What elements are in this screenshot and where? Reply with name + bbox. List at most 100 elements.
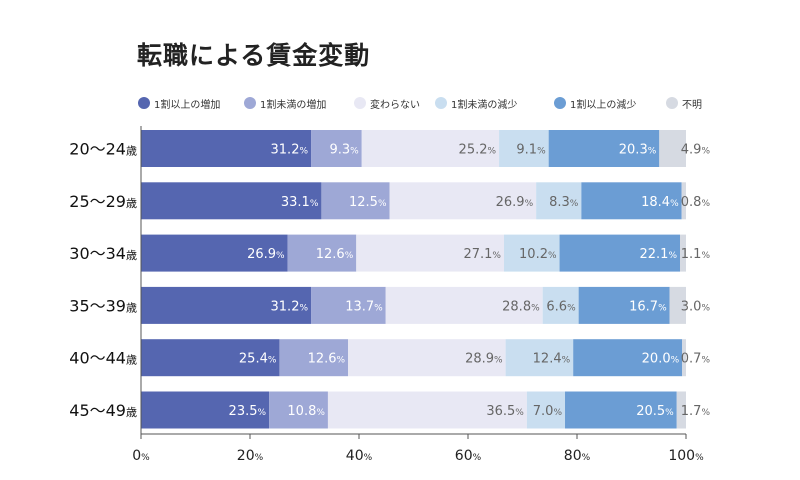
category-label: 30～34歳 bbox=[69, 244, 137, 263]
bar-segment bbox=[505, 339, 574, 377]
data-label: 13.7% bbox=[345, 299, 383, 314]
data-label: 28.8% bbox=[502, 299, 540, 314]
bar-segment bbox=[581, 182, 682, 220]
bar-segment bbox=[578, 286, 670, 324]
bar-segment bbox=[542, 286, 579, 324]
category-label: 25～29歳 bbox=[69, 192, 137, 211]
legend-label: 1割以上の減少 bbox=[570, 99, 637, 111]
legend-item: 1割以上の減少 bbox=[554, 96, 637, 111]
x-tick-label: 80% bbox=[564, 448, 591, 464]
data-label: 36.5% bbox=[486, 404, 524, 419]
bar-segment bbox=[536, 182, 582, 220]
legend: 1割以上の増加 1割未満の増加 変わらない 1割未満の減少 1割以上の減少 不明 bbox=[138, 96, 738, 111]
legend-item: 変わらない bbox=[354, 96, 420, 111]
legend-swatch bbox=[354, 97, 366, 109]
x-tick-label: 100% bbox=[668, 448, 704, 464]
bar-segment bbox=[141, 130, 312, 167]
data-label: 0.8% bbox=[681, 195, 711, 210]
bar-segment bbox=[499, 130, 549, 167]
x-tick-label: 40% bbox=[346, 448, 373, 464]
data-label: 12.6% bbox=[308, 352, 346, 367]
data-label: 10.2% bbox=[519, 247, 557, 262]
bar-segment bbox=[311, 286, 386, 324]
bar-segment bbox=[565, 391, 677, 429]
legend-item: 1割以上の増加 bbox=[138, 96, 221, 111]
data-label: 27.1% bbox=[463, 247, 501, 262]
legend-label: 不明 bbox=[682, 99, 702, 111]
data-label: 25.4% bbox=[239, 352, 277, 367]
data-label: 1.1% bbox=[681, 247, 711, 262]
legend-label: 1割以上の増加 bbox=[154, 99, 221, 111]
category-label: 40～44歳 bbox=[69, 349, 137, 368]
data-label: 12.5% bbox=[349, 195, 387, 210]
data-label: 20.3% bbox=[619, 143, 657, 158]
data-label: 0.7% bbox=[681, 352, 711, 367]
bar-segment bbox=[526, 391, 566, 429]
bar-segment bbox=[676, 391, 686, 429]
data-label: 31.2% bbox=[271, 299, 309, 314]
x-tick-label: 20% bbox=[237, 448, 264, 464]
bar-segment bbox=[385, 286, 543, 324]
data-label: 31.2% bbox=[271, 143, 309, 158]
legend-label: 変わらない bbox=[370, 99, 420, 111]
data-label: 7.0% bbox=[533, 404, 563, 419]
data-label: 6.6% bbox=[546, 299, 576, 314]
bar-segment bbox=[287, 234, 357, 272]
legend-item: 1割未満の減少 bbox=[435, 96, 518, 111]
data-label: 23.5% bbox=[229, 404, 267, 419]
data-label: 3.0% bbox=[681, 299, 711, 314]
bar-segment bbox=[659, 130, 686, 167]
data-label: 20.5% bbox=[636, 404, 674, 419]
data-label: 26.9% bbox=[247, 247, 285, 262]
legend-swatch bbox=[435, 97, 447, 109]
data-label: 16.7% bbox=[629, 299, 667, 314]
legend-label: 1割未満の減少 bbox=[451, 99, 518, 111]
data-label: 8.3% bbox=[549, 195, 579, 210]
bar-segment bbox=[141, 182, 322, 220]
data-label: 28.9% bbox=[465, 352, 503, 367]
legend-swatch bbox=[244, 97, 256, 109]
bar-segment bbox=[327, 391, 527, 429]
legend-swatch bbox=[554, 97, 566, 109]
x-tick-label: 0% bbox=[132, 448, 150, 464]
data-label: 1.7% bbox=[681, 404, 711, 419]
bar-segment bbox=[269, 391, 328, 429]
bar-segment bbox=[311, 130, 362, 167]
data-label: 20.0% bbox=[642, 352, 680, 367]
legend-item: 1割未満の増加 bbox=[244, 96, 327, 111]
bar-segment bbox=[682, 339, 686, 377]
chart-title: 転職による賃金変動 bbox=[137, 41, 371, 70]
bar-segment bbox=[503, 234, 560, 272]
category-label: 35～39歳 bbox=[69, 296, 137, 315]
data-label: 4.9% bbox=[681, 143, 711, 158]
data-label: 9.1% bbox=[516, 143, 546, 158]
bar-segment bbox=[348, 339, 506, 377]
legend-swatch bbox=[138, 97, 150, 109]
bar-segment bbox=[356, 234, 504, 272]
bar-segment bbox=[681, 182, 686, 220]
legend-item: 不明 bbox=[666, 96, 702, 111]
bar-segment bbox=[548, 130, 660, 167]
bar-segment bbox=[141, 234, 288, 272]
data-label: 10.8% bbox=[287, 404, 325, 419]
bar-segment bbox=[141, 286, 312, 324]
data-label: 25.2% bbox=[459, 143, 497, 158]
data-label: 12.6% bbox=[316, 247, 354, 262]
bar-segment bbox=[279, 339, 349, 377]
legend-swatch bbox=[666, 97, 678, 109]
bar-segment bbox=[321, 182, 390, 220]
category-label: 45～49歳 bbox=[69, 401, 137, 420]
bar-segment bbox=[361, 130, 500, 167]
legend-label: 1割未満の増加 bbox=[260, 99, 327, 111]
bar-segment bbox=[559, 234, 681, 272]
category-label: 20～24歳 bbox=[69, 140, 137, 159]
bar-segment bbox=[141, 391, 270, 429]
bar-segment bbox=[573, 339, 683, 377]
bar-segment bbox=[669, 286, 686, 324]
bar-segment bbox=[389, 182, 537, 220]
x-tick-label: 60% bbox=[455, 448, 482, 464]
data-label: 22.1% bbox=[639, 247, 677, 262]
data-label: 9.3% bbox=[329, 143, 359, 158]
data-label: 26.9% bbox=[496, 195, 534, 210]
